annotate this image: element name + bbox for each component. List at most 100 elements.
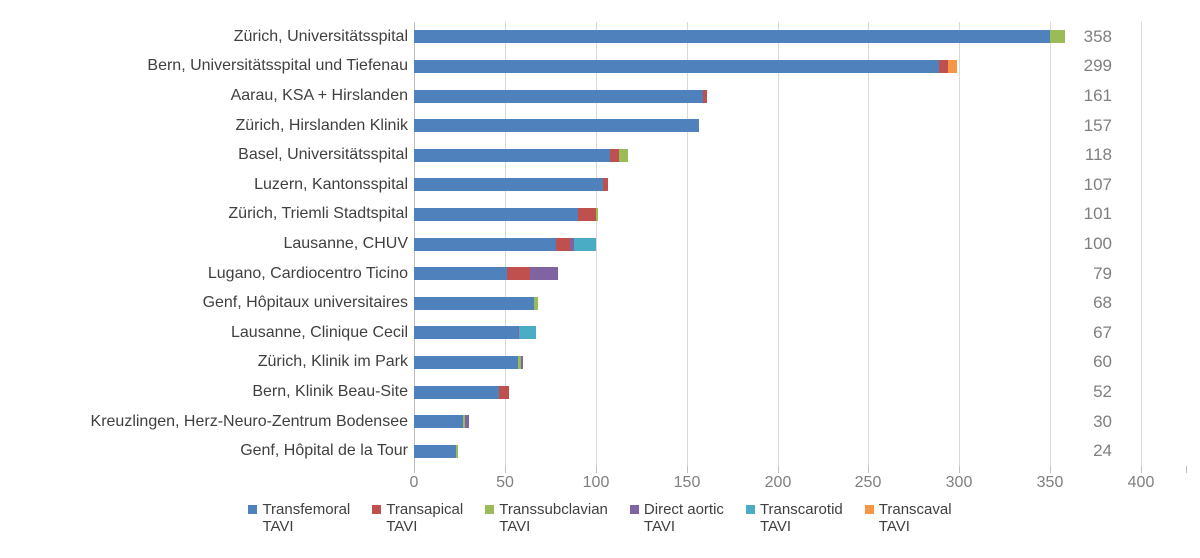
legend-item-transsubclavian: Transsubclavian TAVI	[485, 501, 608, 535]
gridline-x-200	[778, 22, 779, 466]
legend-swatch-icon	[485, 505, 495, 514]
legend-label: Transcarotid TAVI	[759, 501, 843, 535]
bar-segment	[414, 297, 534, 310]
bar-segment	[414, 445, 456, 458]
bar-segment	[702, 90, 707, 103]
x-axis-tick-label: 200	[764, 474, 792, 491]
bar-segment	[573, 238, 596, 251]
bar-segment	[414, 326, 518, 339]
bar-segment	[521, 356, 524, 369]
gridline-x-250	[868, 22, 869, 466]
category-label: Zürich, Klinik im Park	[257, 353, 408, 370]
bar-segment	[577, 208, 596, 221]
bar-segment	[414, 30, 1051, 43]
category-label: Zürich, Triemli Stadtspital	[228, 205, 408, 222]
legend-swatch-icon	[864, 505, 874, 514]
x-axis-tick-label: 100	[582, 474, 610, 491]
bar-segment	[499, 386, 509, 399]
legend-label: Transcaval TAVI	[878, 501, 952, 535]
category-label: Lausanne, CHUV	[283, 235, 408, 252]
axis-tick	[1141, 466, 1142, 473]
category-label: Bern, Klinik Beau-Site	[252, 383, 408, 400]
category-label: Aarau, KSA + Hirslanden	[230, 87, 408, 104]
legend-swatch-icon	[745, 505, 755, 514]
bar-segment	[530, 267, 558, 280]
legend-swatch-icon	[372, 505, 382, 514]
legend-item-transfemoral: Transfemoral TAVI	[248, 501, 350, 535]
category-label: Bern, Universitätsspital und Tiefenau	[147, 57, 408, 74]
bar-total-label: 101	[1083, 204, 1112, 223]
category-label: Zürich, Universitätsspital	[233, 28, 408, 45]
category-label: Basel, Universitätsspital	[238, 146, 408, 163]
bar-segment	[414, 178, 604, 191]
axis-tick	[414, 466, 415, 473]
x-axis-tick-label: 300	[945, 474, 973, 491]
x-axis-tick-label: 350	[1036, 474, 1064, 491]
bar-segment	[595, 208, 598, 221]
bar-total-label: 68	[1093, 293, 1112, 312]
category-label: Kreuzlingen, Herz-Neuro-Zentrum Bodensee	[90, 413, 408, 430]
x-axis-tick-label: 50	[496, 474, 514, 491]
bar-segment	[455, 445, 458, 458]
bar-total-label: 52	[1093, 382, 1112, 401]
bar-segment	[939, 60, 949, 73]
axis-tick	[959, 466, 960, 473]
bar-total-label: 67	[1093, 323, 1112, 342]
legend-label: Transsubclavian TAVI	[499, 501, 608, 535]
legend-item-direct-aortic: Direct aortic TAVI	[629, 501, 724, 535]
bar-segment	[1050, 30, 1065, 43]
gridline-x-100	[596, 22, 597, 466]
bar-segment	[414, 208, 578, 221]
chart-legend: Transfemoral TAVI Transapical TAVI Transsubc…	[0, 501, 1200, 535]
axis-tick	[1050, 466, 1051, 473]
bar-segment	[414, 60, 940, 73]
legend-item-transapical: Transapical TAVI	[372, 501, 463, 535]
bar-segment	[414, 90, 703, 103]
bar-segment	[414, 267, 507, 280]
bar-segment	[414, 386, 500, 399]
bar-total-label: 79	[1093, 264, 1112, 283]
bar-total-label: 118	[1084, 145, 1112, 164]
bar-total-label: 107	[1083, 175, 1112, 194]
bar-total-label: 299	[1083, 56, 1112, 75]
legend-item-transcaval: Transcaval TAVI	[864, 501, 952, 535]
bar-total-label: 60	[1093, 352, 1112, 371]
gridline-x-350	[1050, 22, 1051, 466]
category-label: Genf, Hôpitaux universitaires	[202, 294, 408, 311]
bar-total-label: 24	[1093, 441, 1112, 460]
axis-tick	[596, 466, 597, 473]
bar-segment	[414, 149, 611, 162]
bar-segment	[517, 326, 520, 339]
gridline-x-400	[1141, 22, 1142, 466]
bar-total-label: 358	[1083, 27, 1112, 46]
x-axis-tick-label: 150	[673, 474, 701, 491]
bar-segment	[414, 119, 700, 132]
legend-swatch-icon	[629, 505, 639, 514]
bar-segment	[517, 356, 522, 369]
legend-swatch-icon	[248, 505, 258, 514]
bar-segment	[555, 238, 571, 251]
bar-segment	[414, 415, 464, 428]
x-axis-tick-label: 250	[854, 474, 882, 491]
gridline-x-150	[687, 22, 688, 466]
bar-segment	[619, 149, 629, 162]
x-axis-tick-label: 400	[1127, 474, 1155, 491]
axis-end-tick	[1186, 466, 1187, 473]
legend-label: Direct aortic TAVI	[643, 501, 724, 535]
bar-segment	[519, 326, 536, 339]
category-label: Genf, Hôpital de la Tour	[240, 442, 408, 459]
bar-total-label: 157	[1083, 116, 1112, 135]
axis-tick	[868, 466, 869, 473]
axis-tick	[505, 466, 506, 473]
bar-segment	[570, 238, 574, 251]
legend-label: Transfemoral TAVI	[262, 501, 351, 535]
category-label: Lugano, Cardiocentro Ticino	[207, 265, 408, 282]
category-label: Zürich, Hirslanden Klinik	[235, 117, 408, 134]
bar-segment	[414, 356, 518, 369]
bar-segment	[506, 267, 531, 280]
bar-segment	[414, 238, 556, 251]
bar-segment	[464, 415, 469, 428]
gridline-x-300	[959, 22, 960, 466]
bar-segment	[463, 415, 465, 428]
